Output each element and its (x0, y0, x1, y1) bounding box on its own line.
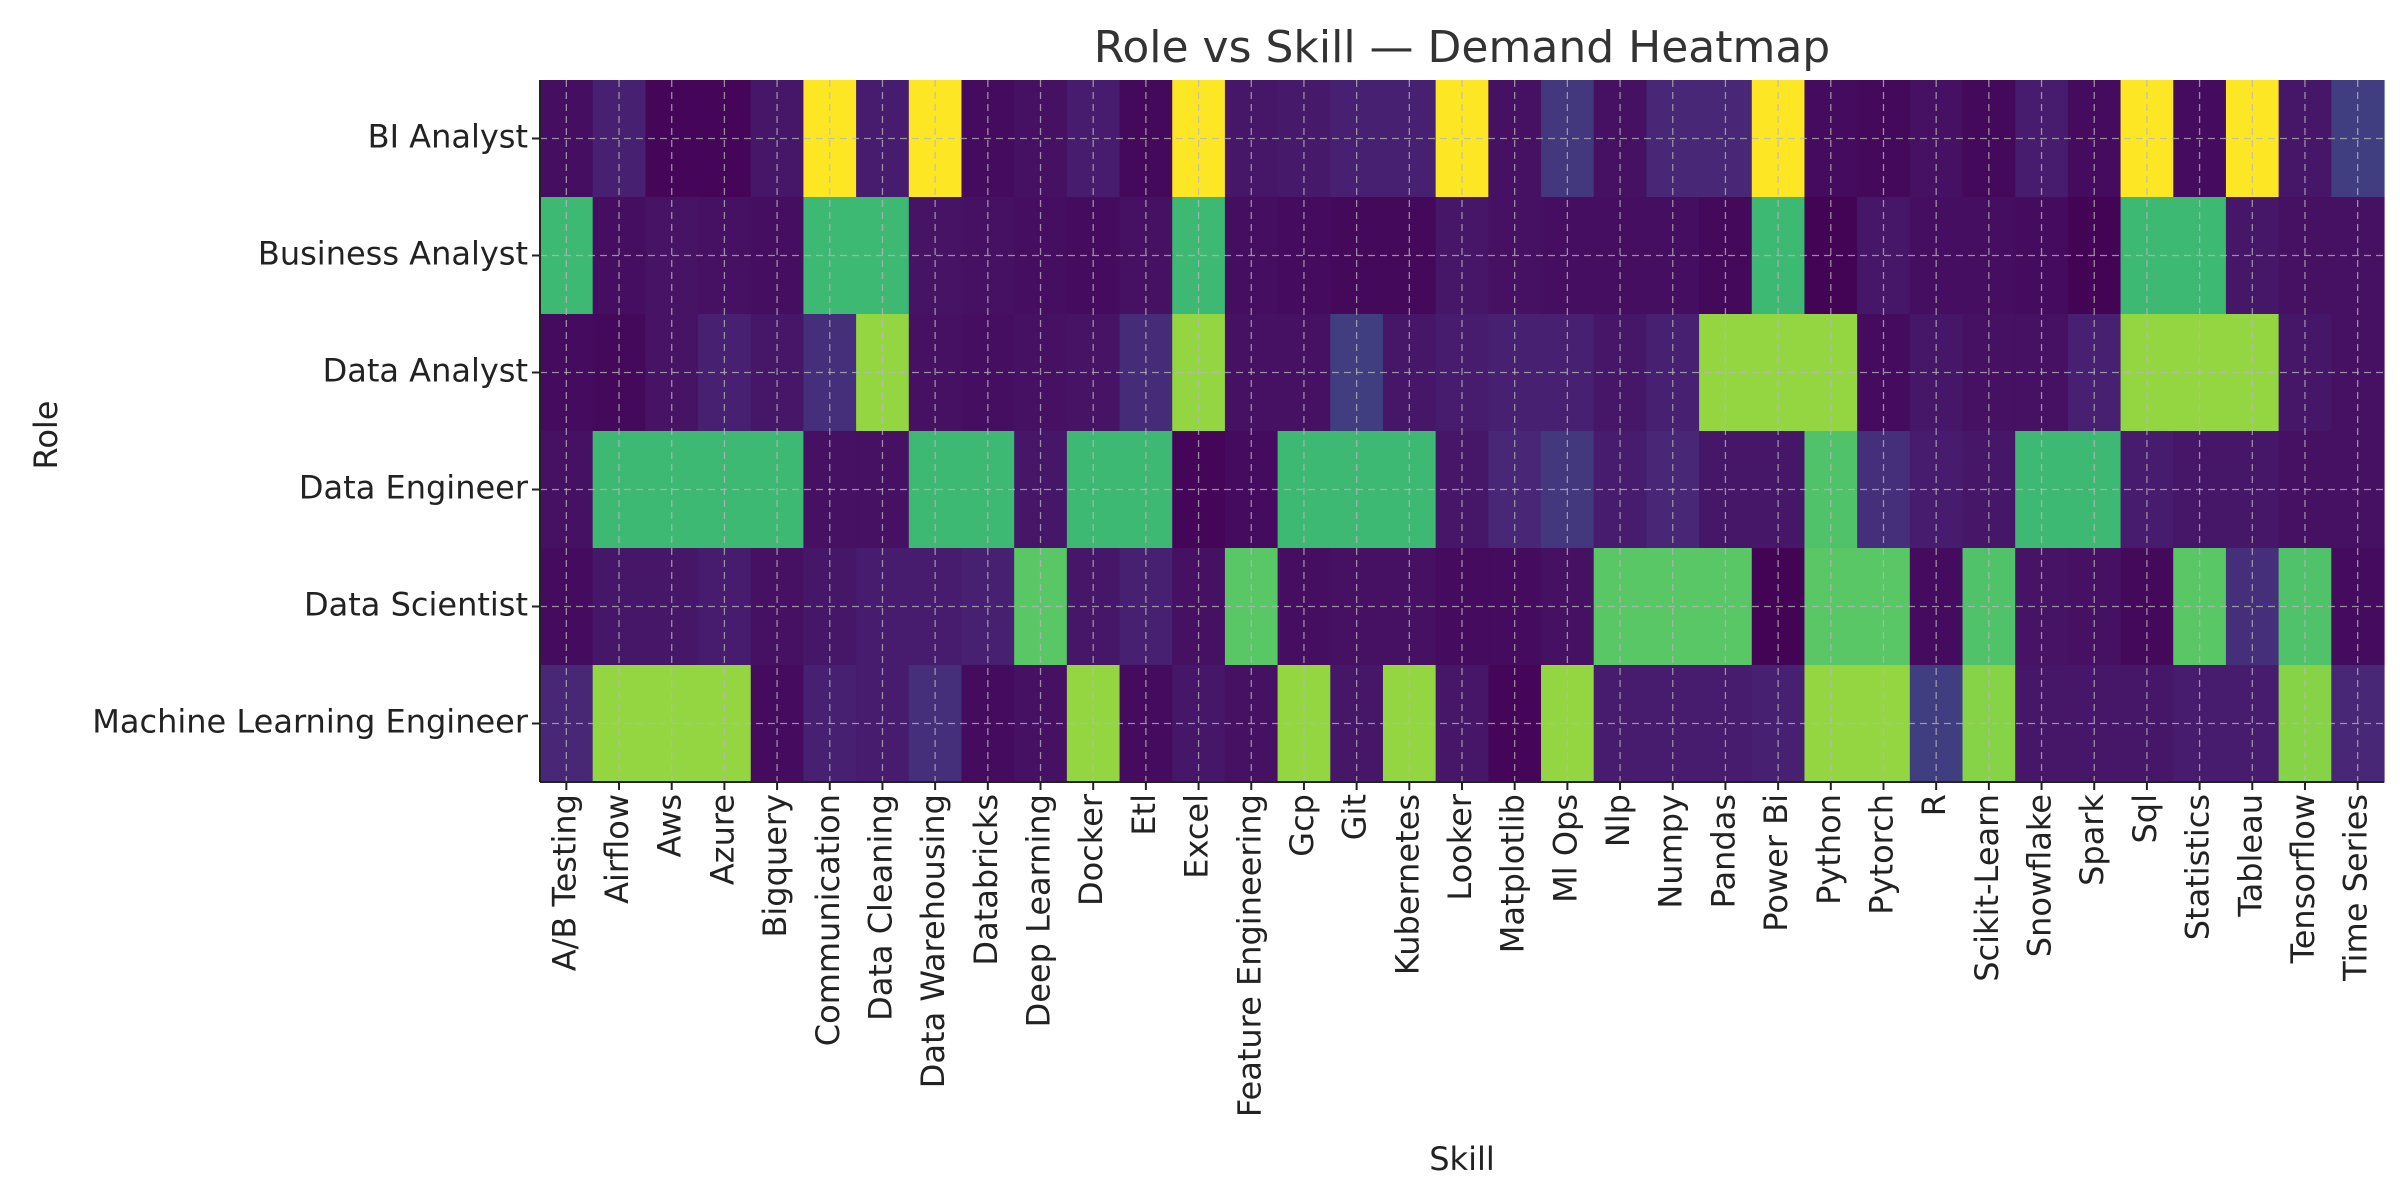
x-tick-label: Tensorflow (2284, 794, 2322, 964)
x-tick-label: Gcp (1283, 794, 1321, 857)
axes (532, 80, 2384, 790)
x-tick-label: A/B Testing (545, 794, 583, 971)
x-tick-label: Numpy (1652, 794, 1690, 909)
x-tick-label: Kubernetes (1388, 794, 1426, 975)
x-tick-label: R (1915, 794, 1953, 816)
y-tick-label: BI Analyst (368, 118, 528, 156)
x-tick-label: Time Series (2337, 794, 2375, 982)
x-tick-label: Docker (1072, 793, 1110, 906)
x-tick-label: Nlp (1599, 794, 1637, 847)
x-tick-label: Sql (2126, 794, 2164, 844)
y-axis-label: Role (27, 401, 65, 470)
x-tick-label: Aws (651, 794, 689, 857)
x-tick-label: Snowflake (2021, 794, 2059, 957)
x-tick-label: Feature Engineering (1230, 794, 1268, 1117)
x-tick-label: Data Cleaning (861, 794, 899, 1021)
y-tick-label: Business Analyst (258, 235, 528, 273)
y-tick-label: Data Analyst (323, 352, 528, 390)
x-tick-label: Ml Ops (1546, 794, 1584, 903)
x-tick-label: Etl (1125, 794, 1163, 836)
chart-title: Role vs Skill — Demand Heatmap (1094, 22, 1831, 73)
x-tick-label: Statistics (2179, 794, 2217, 940)
y-tick-label: Machine Learning Engineer (92, 703, 529, 741)
x-tick-label: Git (1336, 794, 1374, 840)
x-tick-label: Pytorch (1862, 794, 1900, 915)
x-tick-label: Bigquery (756, 794, 794, 938)
grid-lines (540, 80, 2384, 782)
x-tick-label: Spark (2073, 794, 2111, 886)
x-tick-label: Looker (1441, 793, 1479, 901)
x-tick-label: Deep Learning (1020, 794, 1058, 1027)
x-tick-labels: A/B Testing Airflow Aws Azure Bigquery Commun… (545, 793, 2374, 1117)
x-tick-label: Pandas (1704, 794, 1742, 908)
x-tick-label: Communication (809, 794, 847, 1046)
y-tick-label: Data Engineer (299, 469, 529, 507)
x-tick-label: Azure (703, 794, 741, 885)
y-tick-labels: BI Analyst Business Analyst Data Analyst Da… (92, 118, 529, 741)
x-tick-label: Databricks (967, 794, 1005, 966)
x-tick-label: Airflow (598, 794, 636, 904)
x-tick-label: Matplotlib (1494, 794, 1532, 953)
x-tick-label: Data Warehousing (914, 794, 952, 1088)
y-tick-label: Data Scientist (304, 586, 528, 624)
x-tick-label: Scikit-Learn (1968, 794, 2006, 982)
x-tick-label: Excel (1178, 794, 1216, 879)
x-tick-label: Python (1810, 794, 1848, 905)
x-axis-label: Skill (1429, 1140, 1495, 1178)
x-tick-label: Tableau (2231, 794, 2269, 918)
x-tick-label: Power Bi (1757, 794, 1795, 932)
